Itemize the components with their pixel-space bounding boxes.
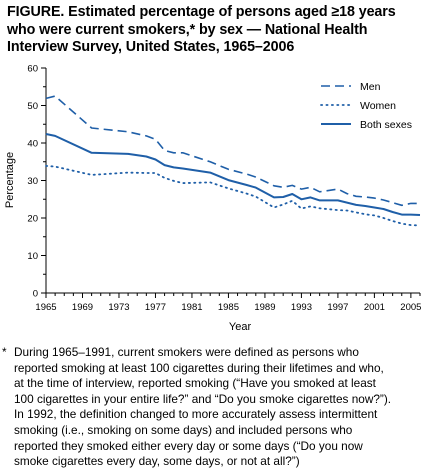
x-tick-label: 1965 bbox=[35, 302, 56, 313]
footnote-line: In 1992, the definition changed to more … bbox=[14, 407, 378, 422]
y-tick-label: 10 bbox=[27, 251, 38, 262]
x-tick-label: 1977 bbox=[145, 302, 166, 313]
y-tick-label: 40 bbox=[27, 139, 38, 150]
title-line: Interview Survey, United States, 1965–20… bbox=[7, 39, 295, 55]
x-tick-label: 1969 bbox=[72, 302, 93, 313]
y-tick-label: 60 bbox=[27, 64, 38, 75]
footnote-marker: * bbox=[2, 345, 7, 359]
legend-label: Women bbox=[360, 100, 396, 112]
x-tick-label: 1973 bbox=[108, 302, 129, 313]
footnote-line: During 1965–1991, current smokers were d… bbox=[14, 345, 359, 359]
y-tick-label: 50 bbox=[27, 101, 38, 112]
x-tick-label: 2001 bbox=[364, 302, 385, 313]
y-tick-label: 20 bbox=[27, 214, 38, 225]
x-tick-label: 2005 bbox=[400, 302, 421, 313]
x-tick-label: 1989 bbox=[254, 302, 275, 313]
series-line-both-sexes bbox=[45, 133, 421, 216]
x-tick-label: 1985 bbox=[218, 302, 239, 313]
series-line-women bbox=[45, 164, 421, 227]
footnote-line: 100 cigarettes in your entire life?” and… bbox=[14, 391, 392, 406]
footnote-text: During 1965–1991, current smokers were d… bbox=[14, 345, 438, 470]
title-line: who were current smokers,* by sex — Nati… bbox=[7, 21, 368, 38]
footnote-line: smoking (i.e., smoking on some days) and… bbox=[14, 422, 353, 437]
footnote-line: reported smoking at least 100 cigarettes… bbox=[14, 360, 384, 375]
line-chart: 0 10 20 30 40 50 60 1965 1969 1973 1977 1981 1985 198… bbox=[4, 64, 421, 334]
legend-label: Both sexes bbox=[360, 119, 412, 131]
x-tick-label: 1993 bbox=[291, 302, 312, 313]
legend-label: Men bbox=[360, 81, 381, 93]
footnote-line: at the time of interview, reported smoki… bbox=[14, 376, 376, 391]
figure-title: FIGURE. Estimated percentage of persons … bbox=[7, 4, 439, 57]
chart-legend: Men Women Both sexes bbox=[320, 81, 412, 131]
x-axis-label: Year bbox=[229, 321, 252, 333]
x-tick-label: 1981 bbox=[181, 302, 202, 313]
chart-series bbox=[45, 95, 421, 227]
y-tick-label: 0 bbox=[33, 289, 38, 300]
y-axis-label: Percentage bbox=[4, 152, 16, 208]
title-line: FIGURE. Estimated percentage of persons … bbox=[7, 4, 396, 20]
x-tick-label: 1997 bbox=[327, 302, 348, 313]
footnote: * During 1965–1991, current smokers were… bbox=[2, 345, 438, 470]
footnote-line: reported they smoked either every day or… bbox=[14, 438, 363, 453]
y-tick-label: 30 bbox=[27, 176, 38, 187]
footnote-line: smoke cigarettes every day, some days, o… bbox=[14, 454, 300, 469]
chart-axes: 0 10 20 30 40 50 60 1965 1969 1973 1977 1981 1985 198… bbox=[27, 64, 421, 314]
series-line-men bbox=[45, 95, 420, 207]
